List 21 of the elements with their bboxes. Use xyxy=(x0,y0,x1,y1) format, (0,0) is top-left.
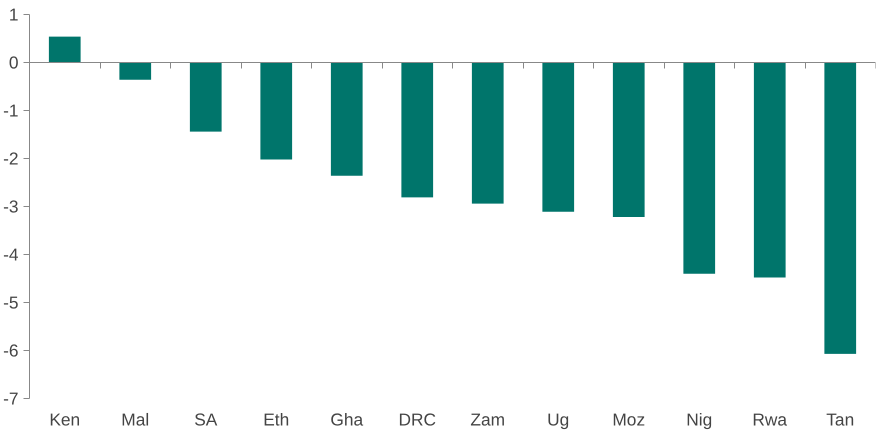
y-tick-label: -2 xyxy=(3,148,19,168)
x-tick-label: Zam xyxy=(470,410,506,430)
x-tick-label: Moz xyxy=(612,410,646,430)
x-tick-label: Ug xyxy=(547,410,570,430)
x-tick-label: Mal xyxy=(121,410,150,430)
y-tick-label: 0 xyxy=(8,52,19,72)
y-tick-label: -3 xyxy=(3,196,19,216)
y-tick-label: -4 xyxy=(3,244,19,264)
x-tick-label: Rwa xyxy=(752,410,788,430)
y-tick-label: -7 xyxy=(3,388,19,408)
y-tick-label: -6 xyxy=(3,340,19,360)
y-tick-label: -1 xyxy=(3,100,19,120)
x-tick-label: SA xyxy=(194,410,218,430)
y-tick-label: -5 xyxy=(3,292,19,312)
y-tick-label: 1 xyxy=(8,4,19,24)
x-tick-label: Gha xyxy=(330,410,364,430)
x-tick-label: Tan xyxy=(826,410,854,430)
x-tick-label: Eth xyxy=(263,410,290,430)
x-tick-label: Nig xyxy=(686,410,712,430)
x-tick-label: Ken xyxy=(49,410,80,430)
x-tick-label: DRC xyxy=(398,410,436,430)
